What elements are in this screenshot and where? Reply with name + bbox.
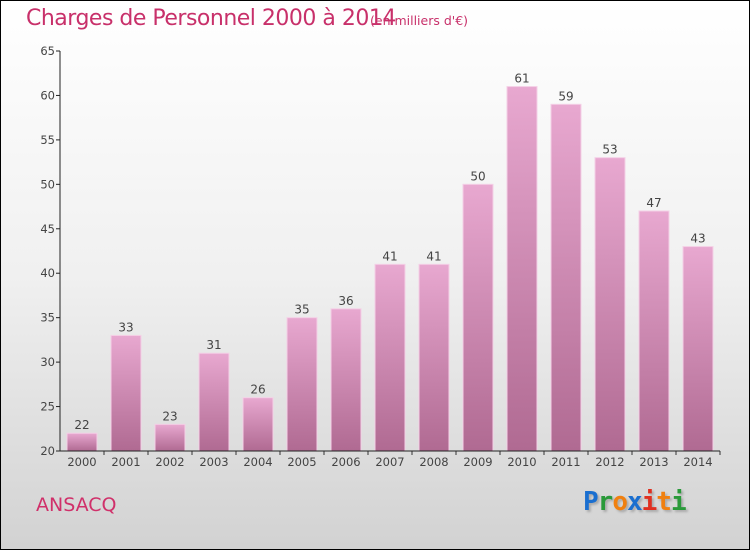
x-tick-label: 2014 — [683, 455, 712, 469]
x-tick-label: 2010 — [507, 455, 536, 469]
y-tick-label: 35 — [40, 311, 55, 325]
x-tick-label: 2005 — [287, 455, 316, 469]
y-tick-label: 65 — [40, 44, 55, 58]
x-tick-label: 2013 — [639, 455, 668, 469]
y-tick-label: 60 — [40, 88, 55, 102]
bar-2003 — [198, 352, 230, 452]
bar-2001 — [110, 334, 142, 452]
bar-2004 — [242, 397, 274, 452]
x-tick-label: 2003 — [199, 455, 228, 469]
logo-letter: t — [656, 487, 672, 517]
logo-letter: o — [612, 487, 628, 517]
x-tick-label: 2006 — [331, 455, 360, 469]
y-tick-label: 50 — [40, 177, 55, 191]
logo-letter: x — [626, 487, 643, 517]
x-tick-label: 2009 — [463, 455, 492, 469]
y-tick-label: 40 — [40, 266, 55, 280]
bar-2000 — [66, 432, 98, 452]
bar-2012 — [594, 157, 626, 452]
y-tick-label: 55 — [40, 133, 55, 147]
x-tick-label: 2000 — [67, 455, 96, 469]
logo-letter: i — [641, 487, 658, 517]
data-label: 31 — [206, 338, 221, 352]
bar-2010 — [506, 86, 538, 452]
data-label: 33 — [118, 320, 133, 334]
bar-2011 — [550, 103, 582, 452]
bar-2013 — [638, 210, 670, 452]
x-tick-label: 2002 — [155, 455, 184, 469]
y-tick-label: 45 — [40, 222, 55, 236]
x-tick-label: 2004 — [243, 455, 272, 469]
data-label: 36 — [338, 294, 353, 308]
logo-letter: i — [670, 487, 687, 517]
bar-2005 — [286, 317, 318, 452]
bar-2014 — [682, 246, 714, 452]
y-tick-label: 25 — [40, 400, 55, 414]
data-label: 61 — [514, 72, 529, 86]
data-label: 53 — [602, 143, 617, 157]
x-tick-label: 2012 — [595, 455, 624, 469]
data-label: 50 — [470, 169, 485, 183]
data-label: 47 — [646, 196, 661, 210]
bar-2008 — [418, 263, 450, 452]
chart-subtitle: (en milliers d'€) — [370, 13, 469, 28]
town-name: ANSACQ — [36, 494, 117, 516]
bar-2002 — [154, 423, 186, 452]
data-label: 26 — [250, 383, 265, 397]
data-label: 59 — [558, 89, 573, 103]
x-tick-label: 2008 — [419, 455, 448, 469]
y-tick-label: 20 — [40, 444, 55, 458]
data-label: 41 — [382, 249, 397, 263]
bar-2006 — [330, 308, 362, 452]
chart-title: Charges de Personnel 2000 à 2014 — [26, 6, 396, 31]
bar-2007 — [374, 263, 406, 452]
bar-2009 — [462, 183, 494, 452]
data-label: 35 — [294, 303, 309, 317]
logo-letter: r — [597, 487, 614, 517]
logo-letter: P — [583, 487, 599, 517]
data-label: 41 — [426, 249, 441, 263]
x-tick-label: 2011 — [551, 455, 580, 469]
proxiti-logo: Proxiti — [583, 487, 687, 517]
x-tick-label: 2001 — [111, 455, 140, 469]
y-tick-label: 30 — [40, 355, 55, 369]
data-label: 43 — [690, 232, 705, 246]
x-tick-label: 2007 — [375, 455, 404, 469]
data-label: 23 — [162, 409, 177, 423]
data-label: 22 — [74, 418, 89, 432]
